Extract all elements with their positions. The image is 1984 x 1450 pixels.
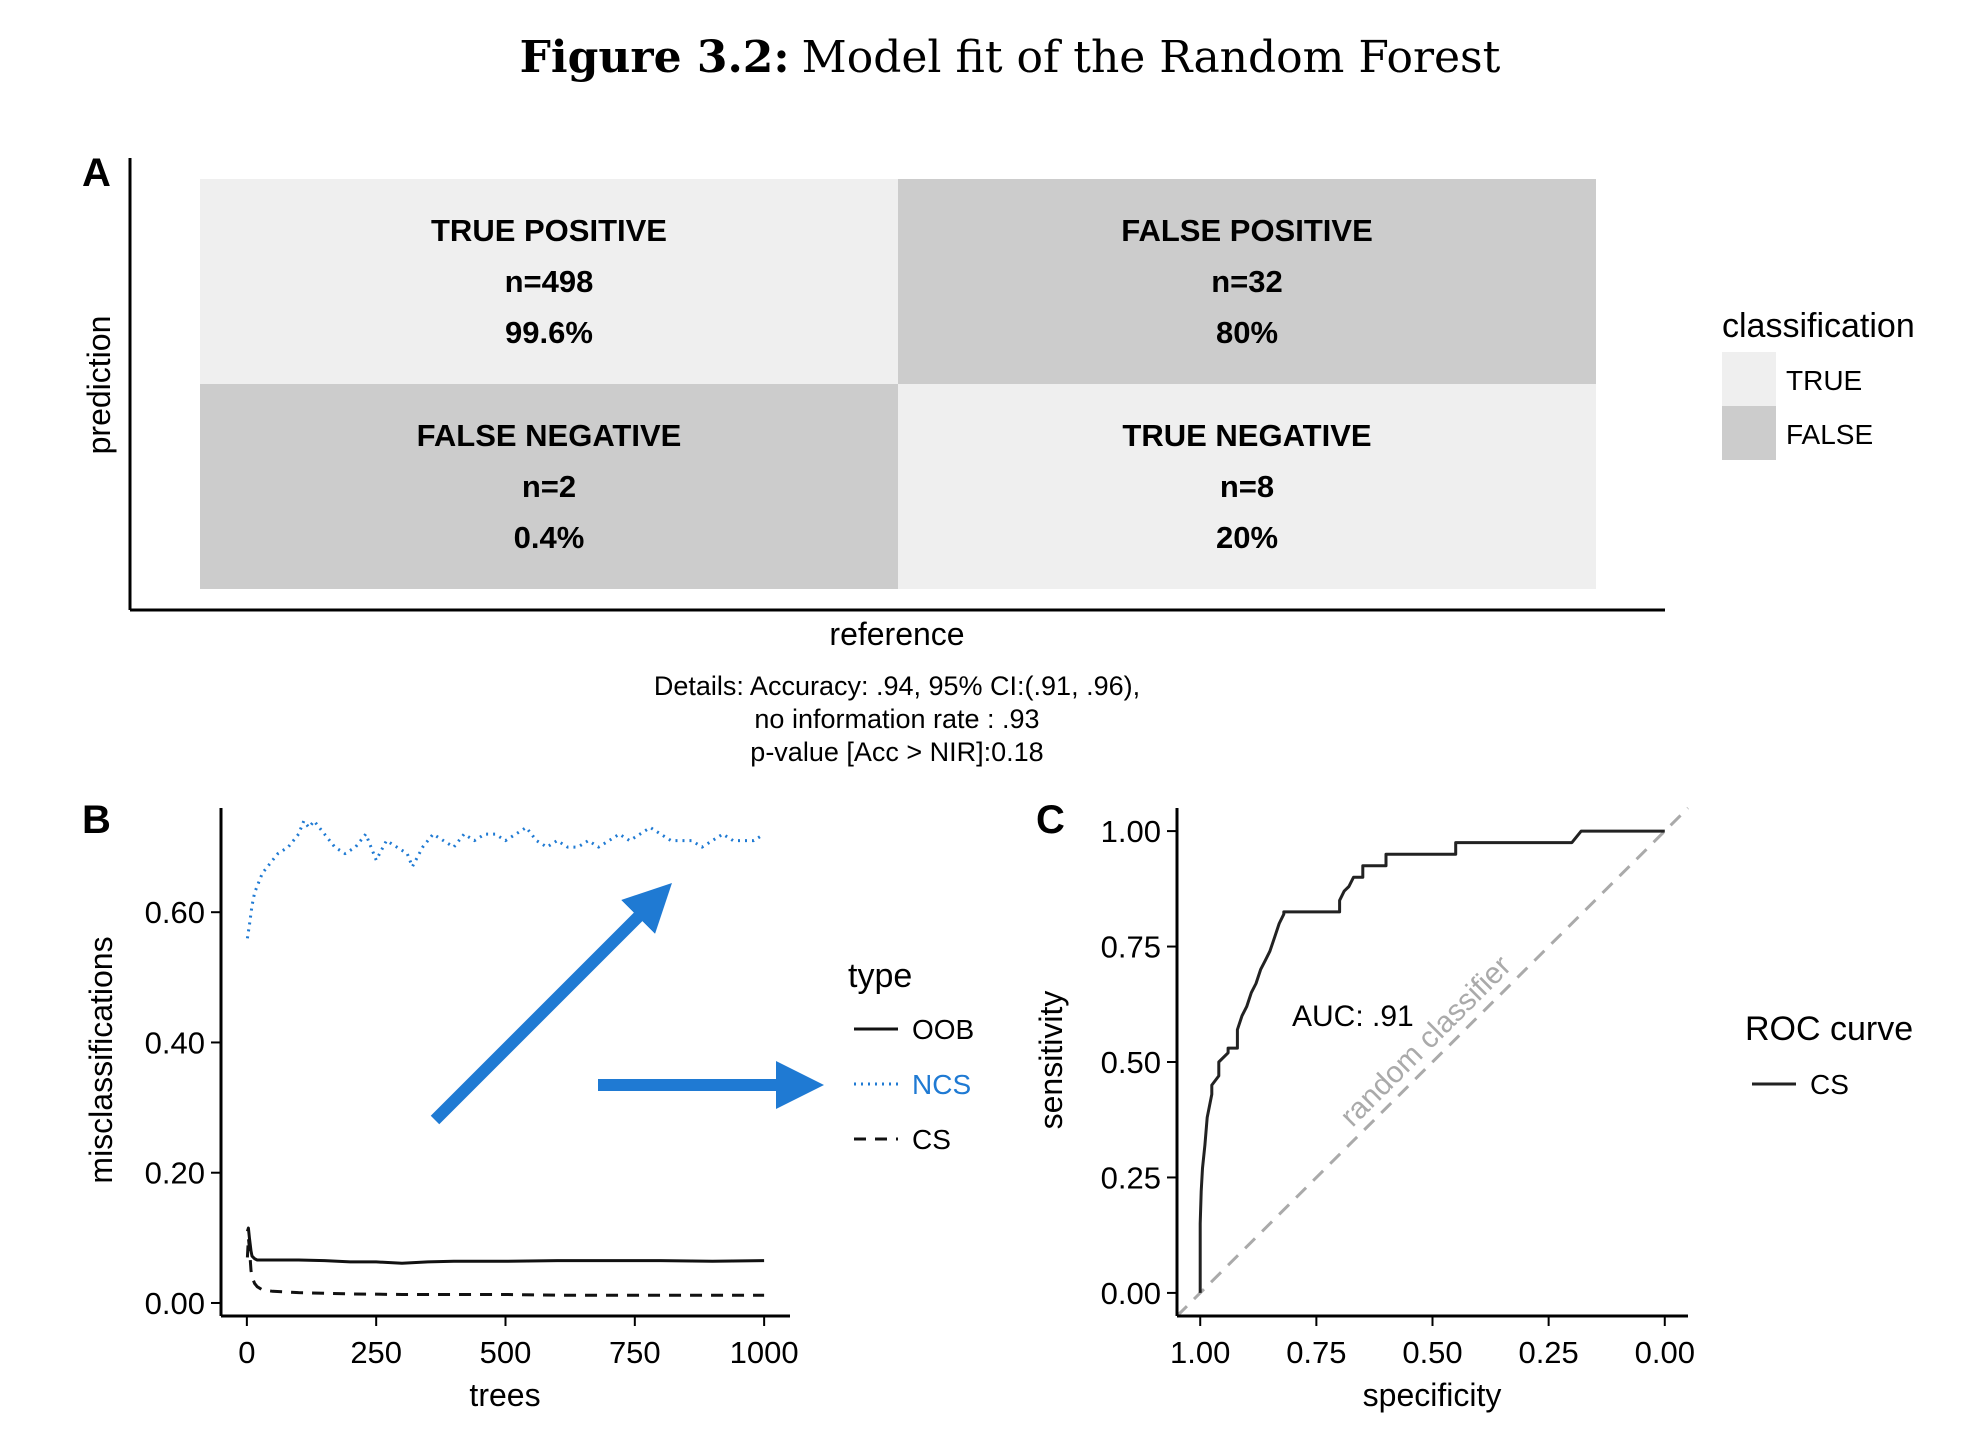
panel-a-ylabel: prediction bbox=[81, 316, 117, 455]
panel-c-xtick-label: 0.75 bbox=[1286, 1335, 1346, 1370]
figure-caption: Model fit of the Random Forest bbox=[802, 32, 1501, 83]
cell-true-positive-count: n=498 bbox=[505, 264, 594, 299]
cell-false-positive bbox=[898, 179, 1596, 384]
details-line-3: p-value [Acc > NIR]:0.18 bbox=[750, 737, 1043, 767]
cell-false-positive-count: n=32 bbox=[1211, 264, 1283, 299]
cell-false-negative bbox=[200, 384, 898, 589]
random-classifier-line bbox=[1175, 806, 1690, 1318]
panel-c-ylabel: sensitivity bbox=[1033, 991, 1069, 1130]
panel-b-ytick-label: 0.40 bbox=[145, 1025, 205, 1060]
panel-b-legend-title: type bbox=[848, 957, 912, 995]
cell-true-positive-percent: 99.6% bbox=[505, 315, 593, 350]
figure-label: Figure 3.2: bbox=[520, 32, 790, 83]
panel-b-xtick-label: 500 bbox=[480, 1335, 532, 1370]
cell-true-negative-percent: 20% bbox=[1216, 520, 1278, 555]
series-oob bbox=[245, 1226, 765, 1265]
cell-false-negative-label: FALSE NEGATIVE bbox=[417, 418, 682, 453]
panel-b-ytick-label: 0.20 bbox=[145, 1156, 205, 1191]
panel-b-ylabel: misclassifications bbox=[83, 936, 119, 1183]
legend-swatch-false bbox=[1722, 406, 1776, 460]
confusion-matrix: TRUE POSITIVE n=498 99.6% FALSE POSITIVE n=3… bbox=[200, 179, 1596, 589]
panel-c-ytick-label: 0.00 bbox=[1101, 1276, 1161, 1311]
legend-label-roc-cs: CS bbox=[1810, 1069, 1849, 1100]
random-classifier-label: random classifier bbox=[1334, 949, 1518, 1133]
legend-label-true: TRUE bbox=[1786, 365, 1862, 396]
cell-true-positive bbox=[200, 179, 898, 384]
series-cs bbox=[245, 1236, 765, 1297]
panel-b-xtick-label: 0 bbox=[238, 1335, 255, 1370]
panel-c: C 1.00 0.75 0.50 0.25 0.000.000.250.500.751.… bbox=[1033, 798, 1913, 1413]
details-line-1: Details: Accuracy: .94, 95% CI:(.91, .96… bbox=[654, 671, 1140, 701]
legend-swatch-true bbox=[1722, 352, 1776, 406]
cell-false-negative-count: n=2 bbox=[522, 469, 576, 504]
panel-c-xtick-label: 0.50 bbox=[1402, 1335, 1462, 1370]
panel-b-xtick-label: 1000 bbox=[730, 1335, 799, 1370]
legend-label-cs: CS bbox=[912, 1124, 951, 1155]
auc-annotation: AUC: .91 bbox=[1292, 1000, 1414, 1033]
legend-label-false: FALSE bbox=[1786, 419, 1873, 450]
cell-true-negative-count: n=8 bbox=[1220, 469, 1274, 504]
panel-b-plot: 0 250 500 750 1000 0.00 0.20 0.40 0.60 bbox=[145, 819, 799, 1370]
panel-c-ytick-label: 0.50 bbox=[1101, 1045, 1161, 1080]
panel-a-xlabel: reference bbox=[829, 616, 964, 652]
legend-label-ncs: NCS bbox=[912, 1069, 971, 1100]
panel-c-xtick-label: 0.25 bbox=[1518, 1335, 1578, 1370]
cell-true-negative-label: TRUE NEGATIVE bbox=[1122, 418, 1371, 453]
cell-false-positive-percent: 80% bbox=[1216, 315, 1278, 350]
panel-c-xlabel: specificity bbox=[1363, 1377, 1502, 1413]
roc-series-cs bbox=[1198, 829, 1665, 1293]
annotation-arrow-diagonal bbox=[430, 883, 672, 1125]
cell-true-positive-label: TRUE POSITIVE bbox=[431, 213, 667, 248]
panel-b-xtick-label: 750 bbox=[609, 1335, 661, 1370]
legend-label-oob: OOB bbox=[912, 1014, 974, 1045]
panel-c-legend-title: ROC curve bbox=[1745, 1010, 1913, 1048]
panel-c-tag: C bbox=[1036, 798, 1065, 842]
cell-false-positive-label: FALSE POSITIVE bbox=[1121, 213, 1373, 248]
details-line-2: no information rate : .93 bbox=[754, 704, 1039, 734]
panel-b-ytick-label: 0.00 bbox=[145, 1286, 205, 1321]
panel-a-tag: A bbox=[82, 151, 111, 195]
figure-title: Figure 3.2: Model fit of the Random Fores… bbox=[520, 32, 1501, 83]
panel-b-tag: B bbox=[82, 798, 111, 842]
panel-c-plot: 1.00 0.75 0.50 0.25 0.00 0.00 0.25 0.50 0.75 1.00… bbox=[1101, 806, 1695, 1370]
panel-b: B 0 250 500 750 1000 0.00 0.20 0.40 0.60 misclas… bbox=[82, 798, 974, 1413]
panel-c-ytick-label: 1.00 bbox=[1101, 814, 1161, 849]
panel-a: A TRUE POSITIVE n=498 99.6% FALSE POSITIVE n… bbox=[81, 151, 1915, 767]
panel-b-xtick-label: 250 bbox=[350, 1335, 402, 1370]
panel-c-xtick-label: 0.00 bbox=[1635, 1335, 1695, 1370]
panel-b-ytick-label: 0.60 bbox=[145, 895, 205, 930]
panel-c-ytick-label: 0.75 bbox=[1101, 930, 1161, 965]
panel-a-legend-title: classification bbox=[1722, 307, 1915, 345]
cell-false-negative-percent: 0.4% bbox=[514, 520, 585, 555]
panel-c-xtick-label: 1.00 bbox=[1170, 1335, 1230, 1370]
cell-true-negative bbox=[898, 384, 1596, 589]
panel-c-ytick-label: 0.25 bbox=[1101, 1160, 1161, 1195]
series-ncs bbox=[245, 819, 765, 939]
panel-b-xlabel: trees bbox=[469, 1377, 540, 1413]
